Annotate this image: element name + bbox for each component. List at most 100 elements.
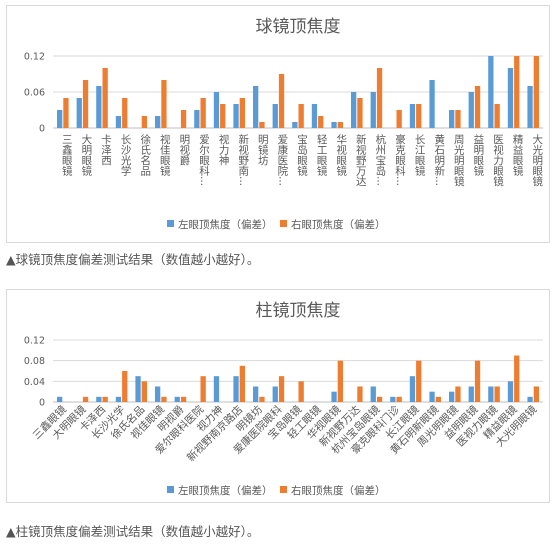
bar-left-eye [409, 104, 416, 128]
bar-left-eye [370, 386, 376, 402]
bar-left-eye [409, 376, 416, 402]
y-tick-label: 0 [39, 124, 45, 135]
sphere-chart-panel: 球镜顶焦度 0 0.06 0.12 三鑫眼镜 大明眼镜 卡泽西 长沙光学 徐氏名品 视佳眼镜 明视爵… [6, 5, 550, 243]
bar-left-eye [57, 396, 63, 402]
bar-right-eye [82, 396, 89, 402]
x-category-label: 新视野万达 [355, 133, 367, 186]
bar-left-eye [233, 104, 239, 128]
bar-right-eye [122, 98, 128, 128]
bar-left-eye [115, 116, 122, 128]
bar-left-eye [507, 68, 514, 128]
legend-swatch-right-eye [280, 486, 287, 493]
bar-left-eye [115, 396, 122, 402]
bar-left-eye [213, 92, 220, 128]
bar-left-eye [135, 376, 141, 402]
bar-right-eye [474, 360, 481, 402]
bar-right-eye [161, 80, 167, 128]
x-category-label: 轻工眼镜 [316, 133, 328, 177]
x-category-label: 徐氏名品 [139, 133, 151, 177]
x-category-label: 周光明眼镜 [453, 134, 465, 187]
bar-left-eye [390, 396, 396, 402]
legend-swatch-left-eye [167, 486, 174, 493]
bar-right-eye [533, 386, 539, 402]
bar-right-eye [494, 386, 500, 402]
y-tick-label: 0.12 [24, 52, 45, 63]
bar-right-eye [396, 110, 402, 128]
bar-left-eye [351, 92, 357, 128]
bar-left-eye [488, 56, 494, 128]
bar-left-eye [331, 391, 337, 402]
legend-label-left-eye: 左眼顶焦度（偏差） [178, 218, 273, 231]
bar-right-eye [474, 86, 481, 128]
bar-left-eye [507, 381, 514, 402]
bar-left-eye [370, 92, 376, 128]
bar-left-eye [155, 116, 161, 128]
bar-left-eye [331, 122, 337, 128]
bar-right-eye [278, 376, 285, 402]
bar-right-eye [141, 116, 147, 128]
bar-right-eye [63, 98, 69, 128]
bar-right-eye [376, 396, 383, 402]
x-category-label: 明视爵 [178, 134, 190, 166]
bar-right-eye [455, 386, 461, 402]
bar-right-eye [435, 396, 441, 402]
bar-right-eye [337, 122, 343, 128]
bar-right-eye [259, 122, 265, 128]
x-category-label: 视力神 [218, 133, 230, 166]
bar-right-eye [533, 56, 539, 128]
x-category-label: 爱康医院... [276, 133, 288, 186]
bar-right-eye [416, 360, 422, 402]
bar-right-eye [180, 396, 187, 402]
bar-right-eye [514, 56, 520, 128]
x-category-label: 杭州宝岛... [374, 133, 386, 186]
bar-right-eye [514, 355, 520, 402]
y-tick-label: 0 [39, 398, 45, 409]
bar-right-eye [122, 371, 128, 402]
bar-left-eye [155, 386, 161, 402]
bar-left-eye [174, 396, 180, 402]
bar-left-eye [272, 386, 278, 402]
bar-left-eye [429, 391, 435, 402]
y-tick-label: 0.12 [24, 336, 45, 347]
bar-right-eye [278, 74, 285, 128]
x-category-label: 明镜坊 [257, 134, 269, 166]
bar-right-eye [357, 386, 363, 402]
bar-left-eye [527, 86, 533, 128]
x-category-label: 华视眼镜 [335, 133, 347, 177]
bar-left-eye [96, 86, 102, 128]
bar-left-eye [468, 386, 474, 402]
x-category-label: 豪克眼科... [394, 133, 406, 186]
bar-left-eye [76, 98, 82, 128]
bar-right-eye [376, 68, 383, 128]
y-tick-label: 0.08 [24, 356, 45, 367]
bar-right-eye [141, 381, 147, 402]
bar-right-eye [337, 360, 343, 402]
bar-right-eye [180, 110, 187, 128]
sphere-chart: 球镜顶焦度 0 0.06 0.12 三鑫眼镜 大明眼镜 卡泽西 长沙光学 徐氏名品 视佳眼镜 明视爵… [24, 17, 543, 231]
legend-swatch-left-eye [167, 220, 174, 227]
bar-left-eye [527, 396, 533, 402]
bar-right-eye [298, 381, 304, 402]
cylinder-chart-panel: 柱镜顶焦度 0 0.04 0.08 0.12 三鑫眼镜 大明眼镜 卡泽西 长沙光学 徐氏名品 视佳眼… [6, 289, 550, 503]
bar-right-eye [82, 80, 89, 128]
chart-title: 球镜顶焦度 [256, 17, 341, 37]
x-category-label: 爱尔眼科... [198, 133, 210, 186]
bar-right-eye [102, 396, 108, 402]
x-category-label: 益明眼镜 [472, 133, 484, 177]
bar-right-eye [161, 396, 167, 402]
bar-right-eye [455, 110, 461, 128]
bar-left-eye [213, 376, 220, 402]
bar-left-eye [233, 376, 239, 402]
bar-left-eye [429, 80, 435, 128]
bar-left-eye [311, 104, 318, 128]
legend-label-left-eye: 左眼顶焦度（偏差） [178, 484, 273, 497]
bar-left-eye [468, 92, 474, 128]
bar-right-eye [318, 116, 324, 128]
chart-title: 柱镜顶焦度 [256, 301, 341, 321]
bar-left-eye [96, 396, 102, 402]
x-category-label: 大明眼镜 [80, 133, 92, 177]
bar-right-eye [416, 104, 422, 128]
x-category-label: 长沙光学 [120, 134, 132, 176]
y-tick-label: 0.04 [24, 377, 45, 388]
sphere-chart-caption: ▲球镜顶焦度偏差测试结果（数值越小越好）。 [6, 252, 260, 267]
